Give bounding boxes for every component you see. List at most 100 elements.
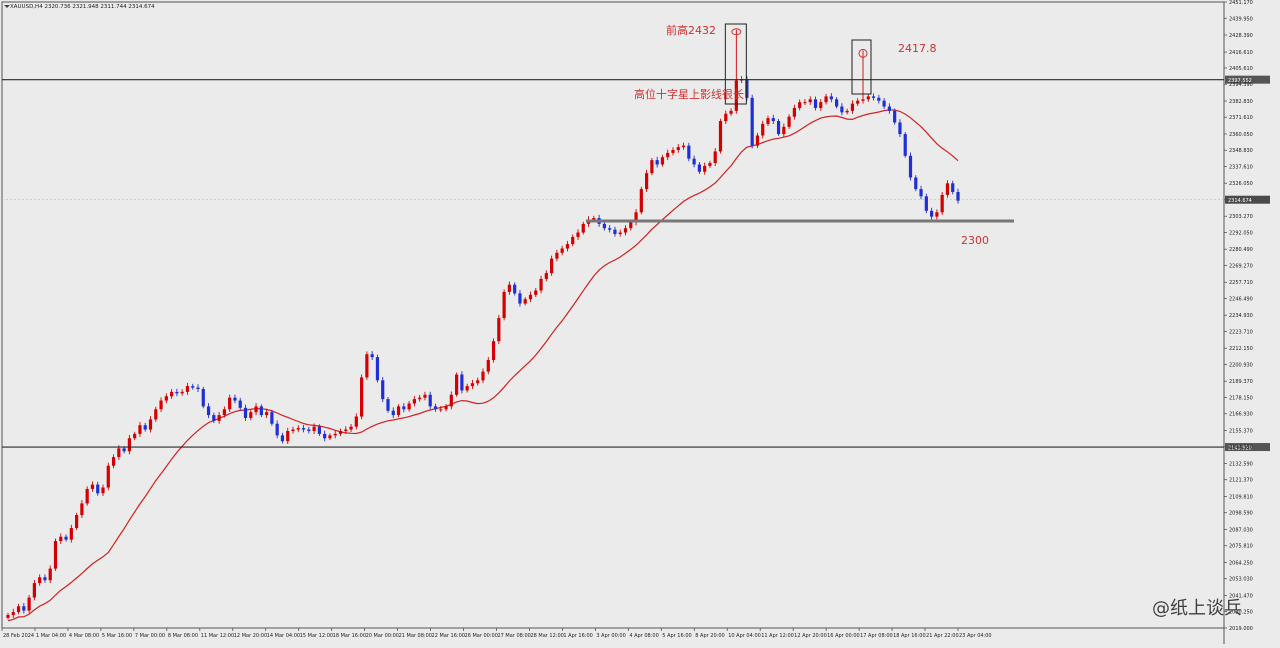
annotation-high-2: 2417.8 [898, 42, 937, 55]
time-tick-label: 5 Mar 16:00 [102, 633, 132, 639]
candle-body [613, 229, 617, 235]
candle-body [681, 145, 686, 148]
annotations-layer [724, 23, 872, 105]
candle-body [771, 118, 775, 122]
time-tick-label: 22 Mar 16:00 [432, 633, 465, 639]
candle-body [486, 360, 490, 372]
candle-body [122, 448, 126, 452]
candle-body [175, 391, 179, 394]
candle-body [191, 386, 195, 388]
candle-body [90, 484, 95, 489]
symbol-info: XAUUSD,H4 2320.736 2321.948 2311.744 231… [10, 4, 155, 10]
candle-body [228, 397, 232, 410]
time-tick-label: 23 Apr 04:00 [959, 633, 992, 639]
candle-body [465, 386, 469, 391]
time-tick-label: 1 Mar 04:00 [36, 633, 66, 639]
candle-body [803, 102, 807, 104]
candle-body [861, 99, 865, 101]
time-tick-label: 11 Apr 12:00 [761, 633, 794, 639]
price-tick-label: 2451.170 [1229, 0, 1253, 6]
candle-body [708, 163, 712, 166]
candle-body [101, 487, 105, 494]
time-tick-label: 7 Mar 00:00 [135, 633, 165, 639]
candle-body [312, 426, 316, 432]
candle-body [650, 160, 654, 174]
price-tick-label: 2087.030 [1229, 527, 1253, 533]
candle-body [792, 107, 796, 117]
candle-body [243, 407, 248, 418]
time-tick-label: 27 Mar 08:00 [497, 633, 530, 639]
candle-body [22, 606, 26, 611]
time-tick-label: 28 Mar 12:00 [530, 633, 563, 639]
moving-average-line [7, 109, 959, 622]
candle-body [291, 429, 295, 432]
candle-body [143, 425, 147, 430]
time-tick-label: 16 Apr 00:00 [827, 633, 860, 639]
candle-body [555, 252, 559, 259]
candle-body [893, 110, 897, 123]
annotation-support: 2300 [961, 234, 989, 247]
candle-body [296, 428, 300, 430]
candle-body [206, 406, 211, 416]
candle-body [634, 212, 638, 223]
price-tick-label: 2234.930 [1229, 313, 1253, 319]
price-tick-label: 2189.370 [1229, 379, 1253, 385]
candle-body [455, 374, 459, 395]
price-tick-label: 2439.950 [1229, 16, 1253, 22]
level-price-tag [1225, 75, 1270, 84]
candle-body [497, 318, 501, 342]
candle-body [592, 218, 596, 220]
candle-body [470, 383, 475, 387]
candle-body [233, 397, 237, 401]
candle-body [829, 96, 833, 100]
candle-body [444, 406, 448, 410]
candle-body [703, 165, 707, 172]
high-circle-marker [731, 28, 742, 36]
candle-body [254, 406, 258, 413]
candle-body [660, 157, 665, 165]
price-tick-label: 2246.490 [1229, 296, 1253, 302]
candle-body [655, 160, 659, 165]
candle-body [133, 433, 137, 439]
candle-body [639, 189, 643, 213]
candle-body [222, 409, 226, 416]
candle-body [898, 122, 902, 135]
candle-body [154, 409, 158, 420]
candle-body [317, 426, 321, 434]
candle-body [713, 151, 717, 164]
candle-body [412, 399, 416, 404]
candle-body [924, 196, 928, 211]
candle-body [418, 397, 422, 400]
candle-body [249, 412, 253, 418]
candle-body [180, 391, 184, 394]
price-tick-label: 2382.830 [1229, 99, 1253, 105]
candle-body [212, 415, 216, 421]
candle-body [940, 194, 944, 213]
candle-body [11, 612, 15, 615]
candle-body [481, 371, 485, 381]
watermark: @纸上谈兵 [1152, 598, 1242, 619]
candle-body [866, 96, 870, 100]
high-box [851, 39, 872, 95]
price-tick-label: 2269.270 [1229, 263, 1253, 269]
candle-body [813, 99, 818, 108]
candle-body [539, 278, 543, 291]
candle-body [761, 123, 765, 136]
time-tick-label: 3 Apr 00:00 [596, 633, 625, 639]
price-tick-label: 2098.590 [1229, 511, 1253, 517]
candle-body [914, 177, 918, 190]
candle-body [396, 406, 401, 416]
candle-body [148, 419, 153, 430]
candle-body [164, 396, 168, 401]
candle-body [581, 223, 585, 233]
candle-body [871, 96, 876, 98]
candle-body [460, 374, 464, 391]
price-tick-label: 2178.150 [1229, 395, 1253, 401]
doji-box [724, 23, 747, 105]
candle-body [386, 399, 390, 411]
price-tick-label: 2075.810 [1229, 544, 1253, 550]
candle-body [286, 431, 290, 442]
candle-body [301, 428, 306, 430]
price-tick-label: 2348.830 [1229, 148, 1253, 154]
